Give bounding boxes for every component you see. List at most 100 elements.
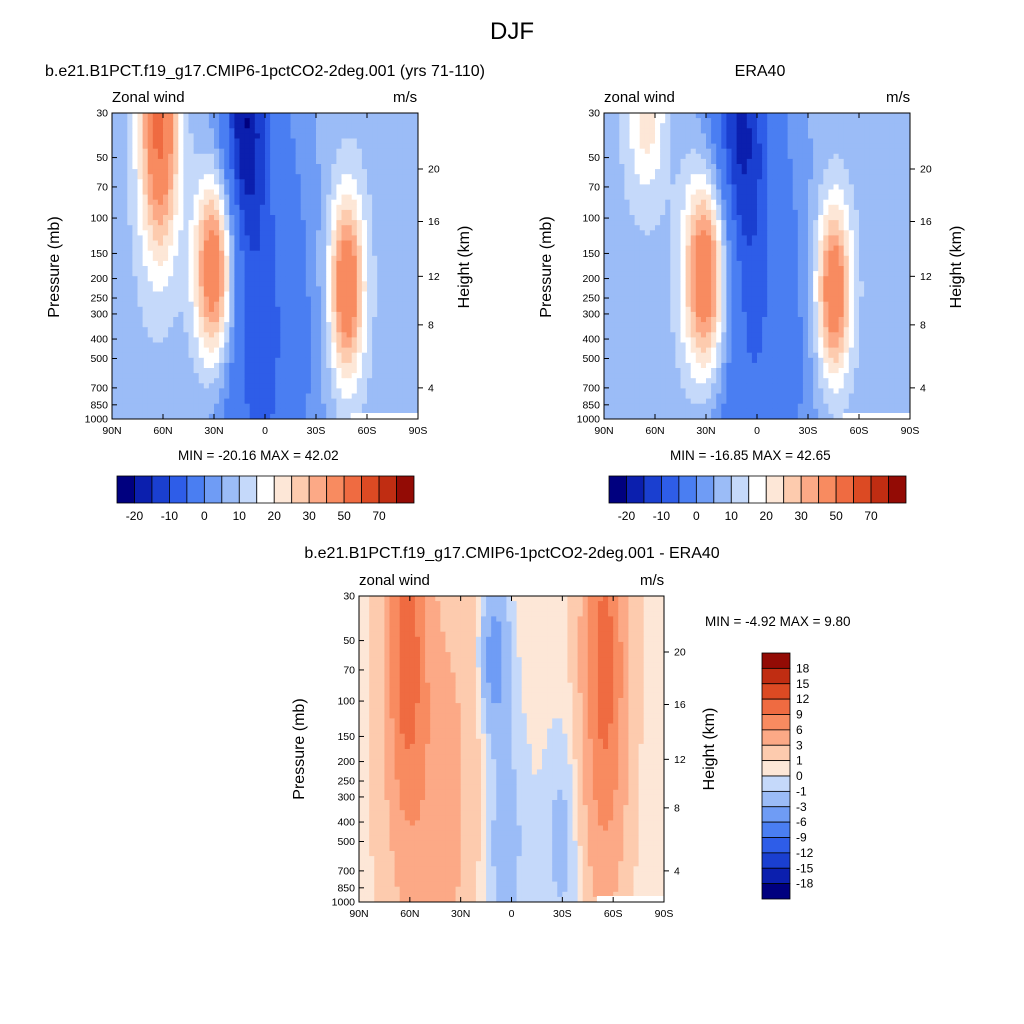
contour-cell-1 bbox=[214, 317, 220, 323]
contour-cell-1 bbox=[244, 230, 251, 236]
contour-cell-1 bbox=[214, 158, 220, 165]
contour-cell-1 bbox=[367, 113, 373, 119]
contour-cell-1 bbox=[122, 189, 128, 195]
contour-cell-1 bbox=[280, 255, 286, 262]
contour-cell-1 bbox=[117, 383, 123, 389]
contour-cell-1 bbox=[387, 286, 393, 292]
contour-cell-1 bbox=[372, 184, 378, 190]
contour-cell-1 bbox=[351, 143, 358, 150]
contour-cell-1 bbox=[275, 271, 281, 277]
contour-cell-2 bbox=[690, 204, 697, 211]
contour-cell-1 bbox=[336, 388, 342, 394]
contour-cell-2 bbox=[808, 123, 814, 129]
contour-cell-1 bbox=[321, 255, 327, 262]
contour-cell-1 bbox=[254, 255, 261, 262]
contour-cell-1 bbox=[203, 209, 210, 216]
contour-cell-1 bbox=[367, 347, 373, 354]
contour-cell-1 bbox=[137, 403, 143, 410]
contour-cell-1 bbox=[275, 250, 281, 257]
contour-cell-1 bbox=[402, 352, 409, 359]
contour-cell-1 bbox=[356, 153, 363, 160]
contour-cell-1 bbox=[208, 230, 215, 236]
contour-cell-2 bbox=[782, 215, 788, 221]
contour-cell-1 bbox=[265, 113, 271, 119]
contour-cell-1 bbox=[183, 118, 189, 124]
contour-cell-1 bbox=[142, 286, 149, 292]
contour-cell-2 bbox=[711, 204, 717, 211]
contour-cell-1 bbox=[397, 362, 404, 369]
contour-cell-1 bbox=[219, 143, 225, 150]
contour-cell-1 bbox=[122, 388, 128, 394]
contour-cell-1 bbox=[351, 317, 358, 323]
contour-cell-2 bbox=[685, 169, 692, 175]
contour-cell-1 bbox=[397, 118, 404, 124]
contour-cell-1 bbox=[188, 153, 194, 160]
contour-cell-1 bbox=[316, 342, 322, 348]
contour-cell-1 bbox=[208, 327, 215, 333]
contour-cell-2 bbox=[726, 199, 732, 206]
contour-cell-1 bbox=[270, 153, 276, 160]
contour-cell-1 bbox=[300, 123, 307, 129]
contour-cell-1 bbox=[300, 153, 307, 160]
contour-cell-2 bbox=[767, 215, 773, 221]
contour-cell-1 bbox=[234, 158, 240, 165]
contour-cell-2 bbox=[624, 184, 630, 190]
contour-cell-1 bbox=[168, 164, 174, 170]
contour-cell-1 bbox=[331, 179, 337, 185]
contour-cell-1 bbox=[265, 164, 271, 170]
contour-cell-2 bbox=[818, 174, 824, 180]
panel-1-colorbar-box bbox=[308, 475, 328, 504]
contour-cell-1 bbox=[183, 342, 189, 348]
contour-cell-1 bbox=[157, 174, 164, 180]
contour-cell-1 bbox=[254, 179, 261, 185]
contour-cell-1 bbox=[382, 342, 388, 348]
contour-cell-2 bbox=[721, 209, 727, 216]
contour-cell-1 bbox=[208, 352, 215, 359]
contour-cell-1 bbox=[219, 215, 225, 221]
contour-cell-1 bbox=[392, 347, 398, 354]
contour-cell-1 bbox=[117, 250, 123, 257]
contour-cell-2 bbox=[721, 123, 727, 129]
contour-cell-2 bbox=[700, 153, 707, 160]
contour-cell-2 bbox=[695, 220, 702, 226]
contour-cell-1 bbox=[203, 383, 210, 389]
contour-cell-2 bbox=[899, 189, 906, 195]
contour-cell-1 bbox=[249, 337, 256, 343]
contour-cell-2 bbox=[838, 215, 845, 221]
contour-cell-1 bbox=[168, 189, 174, 195]
contour-cell-1 bbox=[300, 215, 307, 221]
contour-cell-1 bbox=[132, 383, 138, 389]
contour-cell-1 bbox=[356, 286, 363, 292]
contour-cell-1 bbox=[265, 220, 271, 226]
contour-cell-1 bbox=[183, 352, 189, 359]
contour-cell-1 bbox=[224, 123, 230, 129]
contour-cell-2 bbox=[884, 148, 890, 155]
panel-1-colorbar-label: 70 bbox=[372, 509, 386, 523]
contour-cell-1 bbox=[412, 123, 419, 129]
contour-cell-1 bbox=[254, 388, 261, 394]
contour-cell-1 bbox=[137, 347, 143, 354]
contour-cell-1 bbox=[198, 230, 205, 236]
contour-cell-1 bbox=[280, 296, 286, 303]
contour-cell-2 bbox=[721, 179, 727, 185]
contour-cell-1 bbox=[265, 194, 271, 201]
contour-cell-1 bbox=[402, 255, 409, 262]
contour-cell-1 bbox=[290, 276, 296, 282]
contour-cell-1 bbox=[112, 199, 118, 206]
contour-cell-1 bbox=[112, 378, 118, 384]
contour-cell-1 bbox=[112, 138, 118, 144]
contour-cell-1 bbox=[270, 143, 276, 150]
contour-cell-1 bbox=[254, 306, 261, 313]
contour-cell-1 bbox=[117, 194, 123, 201]
contour-cell-2 bbox=[695, 209, 702, 216]
contour-cell-1 bbox=[290, 204, 296, 211]
contour-cell-1 bbox=[183, 255, 189, 262]
contour-cell-2 bbox=[797, 153, 804, 160]
contour-cell-1 bbox=[331, 230, 337, 236]
contour-cell-1 bbox=[249, 260, 256, 267]
contour-cell-1 bbox=[351, 388, 358, 394]
contour-cell-1 bbox=[249, 179, 256, 185]
contour-cell-1 bbox=[157, 296, 164, 303]
contour-cell-2 bbox=[604, 128, 610, 134]
contour-cell-1 bbox=[280, 220, 286, 226]
